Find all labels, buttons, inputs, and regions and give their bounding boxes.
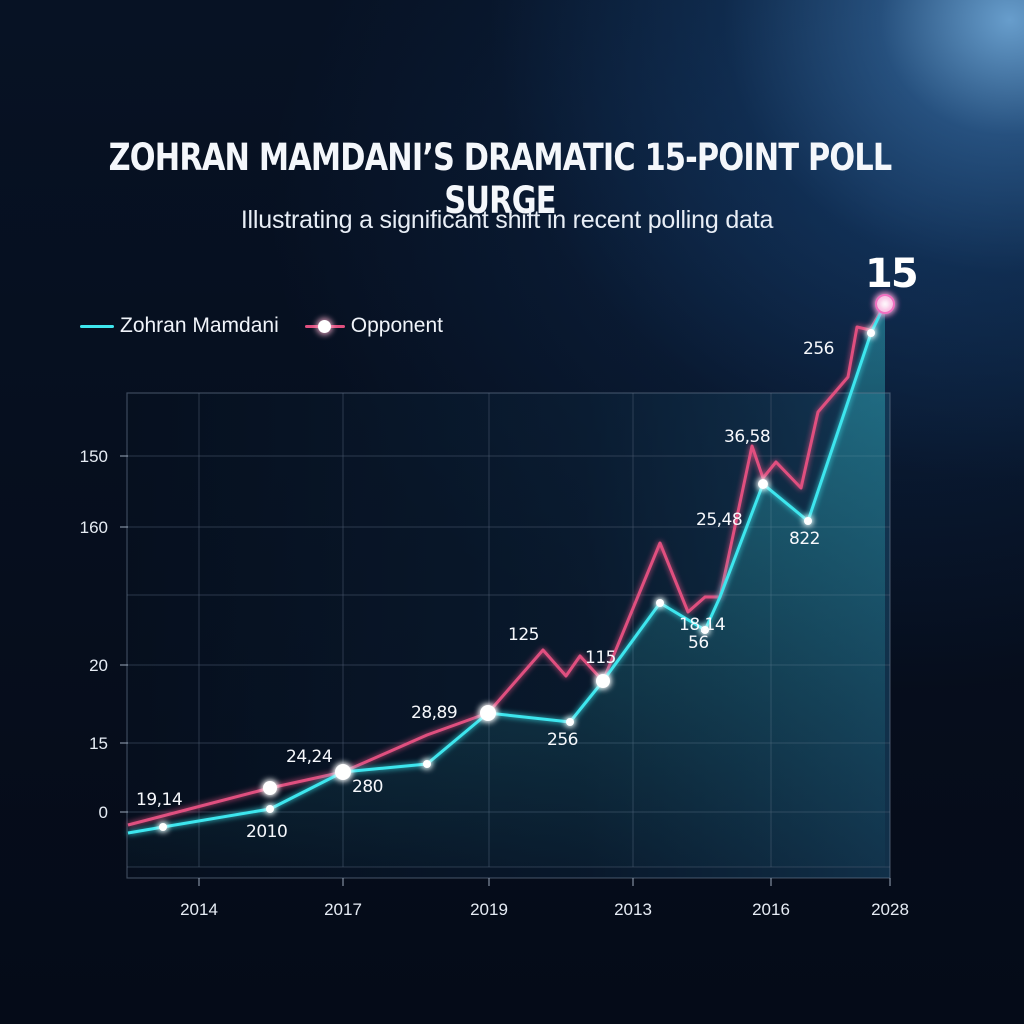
y-tick-label: 15 — [89, 734, 108, 753]
plot-area — [126, 304, 891, 879]
data-point-label: 2010 — [246, 822, 287, 842]
data-point-marker[interactable] — [867, 329, 875, 337]
data-point-label: 822 — [789, 529, 820, 549]
data-point-label: 56 — [688, 633, 709, 653]
cyan-line-swatch-icon — [80, 324, 114, 328]
legend-item-mamdani[interactable]: Zohran Mamdani — [80, 314, 279, 338]
data-point-label: 28,89 — [411, 703, 457, 723]
legend-item-opponent[interactable]: Opponent — [304, 314, 443, 338]
plot-frame — [126, 392, 891, 879]
series-opponent — [127, 303, 887, 827]
data-point-marker[interactable] — [758, 479, 768, 489]
legend-label-opponent: Opponent — [350, 314, 443, 337]
data-point-marker[interactable] — [266, 805, 274, 813]
data-point-marker[interactable] — [566, 718, 574, 726]
data-point-marker[interactable] — [656, 599, 664, 607]
legend: Zohran Mamdani Opponent — [80, 314, 469, 338]
endpoint-highlight-ring — [875, 294, 895, 314]
x-tick-label: 2017 — [324, 900, 362, 919]
y-tick-label: 20 — [89, 656, 108, 675]
opponent-line[interactable] — [127, 303, 887, 827]
data-point-marker[interactable] — [804, 517, 812, 525]
data-point-label: 24,24 — [286, 747, 332, 767]
pink-line-dot-swatch-icon — [304, 319, 345, 333]
x-tick-label: 2019 — [470, 900, 508, 919]
data-point-marker[interactable] — [596, 674, 610, 688]
data-point-label: 115 — [585, 648, 616, 668]
chart-subtitle: Illustrating a significant shift in rece… — [240, 206, 774, 234]
y-tick-label: 150 — [80, 447, 108, 466]
data-point-label: 256 — [547, 730, 578, 750]
data-point-label: 18,14 — [679, 615, 725, 635]
data-point-marker[interactable] — [335, 764, 351, 780]
data-point-marker[interactable] — [159, 823, 167, 831]
x-axis: 2014 2017 2019 2013 2016 2028 — [180, 878, 909, 919]
chart-title: ZOHRAN MAMDANI’S DRAMATIC 15-POINT POLL … — [108, 136, 893, 222]
y-tick-label: 160 — [80, 518, 108, 537]
data-point-label: 25,48 — [696, 510, 742, 530]
x-tick-label: 2028 — [871, 900, 909, 919]
x-tick-label: 2014 — [180, 900, 218, 919]
x-tick-label: 2016 — [752, 900, 790, 919]
mamdani-area-fill — [128, 304, 885, 867]
data-point-marker[interactable] — [480, 705, 496, 721]
surge-value-label: 15 — [865, 251, 917, 297]
data-point-marker[interactable] — [877, 296, 893, 312]
y-tick-label: 0 — [99, 803, 108, 822]
data-point-marker[interactable] — [423, 760, 431, 768]
data-point-marker[interactable] — [263, 781, 277, 795]
x-tick-label: 2013 — [614, 900, 652, 919]
data-point-label: 256 — [803, 339, 834, 359]
data-point-label: 36,58 — [724, 427, 770, 447]
data-point-label: 280 — [352, 777, 383, 797]
data-markers — [159, 294, 895, 831]
data-point-marker[interactable] — [701, 626, 709, 634]
data-point-label: 19,14 — [136, 790, 182, 810]
legend-label-mamdani: Zohran Mamdani — [120, 314, 279, 337]
data-point-label: 125 — [508, 625, 539, 645]
